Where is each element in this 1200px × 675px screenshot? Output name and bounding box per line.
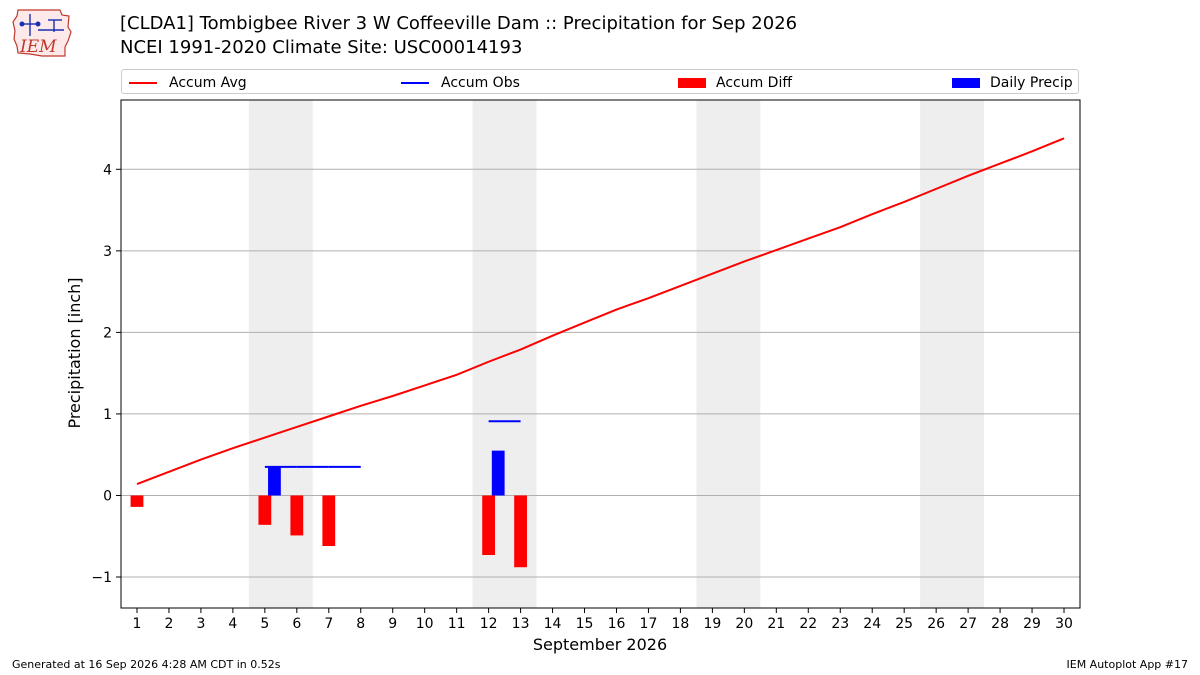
iem-logo: IEM bbox=[12, 9, 72, 57]
x-tick-label: 26 bbox=[927, 616, 945, 632]
legend-swatch-accum-diff bbox=[678, 77, 706, 88]
accum-diff-bar bbox=[322, 495, 336, 547]
accum-diff-bar bbox=[290, 495, 304, 536]
x-tick-label: 10 bbox=[416, 616, 434, 632]
x-tick-label: 20 bbox=[735, 616, 753, 632]
x-tick-label: 23 bbox=[831, 616, 849, 632]
legend-label-daily-precip: Daily Precip bbox=[990, 74, 1073, 91]
x-axis-label: September 2026 bbox=[533, 635, 667, 654]
weekend-shade bbox=[920, 100, 985, 608]
x-tick-label: 15 bbox=[576, 616, 594, 632]
x-tick-label: 27 bbox=[959, 616, 977, 632]
x-tick-label: 25 bbox=[895, 616, 913, 632]
legend-swatch-accum-avg bbox=[129, 81, 157, 84]
legend-swatch-daily-precip bbox=[952, 77, 980, 88]
chart-subtitle: NCEI 1991-2020 Climate Site: USC00014193 bbox=[120, 37, 523, 58]
weekend-shade bbox=[696, 100, 761, 608]
y-axis-label: Precipitation [inch] bbox=[65, 277, 84, 428]
legend: Accum Avg Accum Obs Accum Diff Daily Pre… bbox=[121, 69, 1079, 94]
legend-item-daily-precip: Daily Precip bbox=[952, 70, 1073, 95]
plot-frame bbox=[120, 99, 1081, 609]
y-tick-label: 4 bbox=[103, 162, 112, 178]
legend-swatch-accum-obs bbox=[401, 81, 429, 84]
x-tick-label: 14 bbox=[544, 616, 562, 632]
logo-text: IEM bbox=[19, 37, 57, 57]
x-tick-label: 18 bbox=[672, 616, 690, 632]
app-label: IEM Autoplot App #17 bbox=[1066, 658, 1189, 671]
daily-precip-bar bbox=[491, 450, 505, 496]
x-tick-label: 17 bbox=[640, 616, 658, 632]
x-tick-label: 5 bbox=[260, 616, 269, 632]
accum-diff-bar bbox=[482, 495, 496, 555]
x-tick-label: 22 bbox=[799, 616, 817, 632]
y-tick-label: 2 bbox=[103, 325, 112, 341]
x-tick-label: 16 bbox=[608, 616, 626, 632]
x-tick-label: 8 bbox=[356, 616, 365, 632]
accum-avg-line bbox=[136, 137, 1065, 485]
daily-precip-bar bbox=[268, 466, 281, 496]
legend-item-accum-obs: Accum Obs bbox=[401, 70, 520, 95]
x-tick-label: 2 bbox=[164, 616, 173, 632]
x-tick-label: 30 bbox=[1055, 616, 1073, 632]
x-tick-label: 9 bbox=[388, 616, 397, 632]
x-tick-label: 7 bbox=[324, 616, 333, 632]
y-tick-label: 0 bbox=[103, 488, 112, 504]
x-tick-label: 29 bbox=[1023, 616, 1041, 632]
legend-label-accum-avg: Accum Avg bbox=[169, 74, 247, 91]
legend-item-accum-diff: Accum Diff bbox=[678, 70, 792, 95]
y-tick-label: 3 bbox=[103, 244, 112, 260]
legend-label-accum-diff: Accum Diff bbox=[716, 74, 793, 91]
x-tick-label: 13 bbox=[512, 616, 530, 632]
accum-diff-bar bbox=[130, 495, 144, 507]
x-tick-label: 1 bbox=[133, 616, 142, 632]
x-tick-label: 19 bbox=[703, 616, 721, 632]
x-tick-label: 4 bbox=[228, 616, 237, 632]
legend-item-accum-avg: Accum Avg bbox=[129, 70, 247, 95]
x-tick-label: 11 bbox=[448, 616, 466, 632]
x-tick-label: 28 bbox=[991, 616, 1009, 632]
x-tick-label: 24 bbox=[863, 616, 881, 632]
generated-timestamp: Generated at 16 Sep 2026 4:28 AM CDT in … bbox=[12, 658, 281, 671]
legend-label-accum-obs: Accum Obs bbox=[441, 74, 520, 91]
x-tick-label: 3 bbox=[196, 616, 205, 632]
accum-diff-bar bbox=[514, 495, 527, 568]
x-tick-label: 12 bbox=[480, 616, 498, 632]
chart-title: [CLDA1] Tombigbee River 3 W Coffeeville … bbox=[120, 13, 798, 34]
x-tick-label: 6 bbox=[292, 616, 301, 632]
y-tick-label: −1 bbox=[91, 570, 112, 586]
x-tick-label: 21 bbox=[767, 616, 785, 632]
y-tick-label: 1 bbox=[103, 407, 112, 423]
accum-diff-bar bbox=[258, 495, 272, 525]
